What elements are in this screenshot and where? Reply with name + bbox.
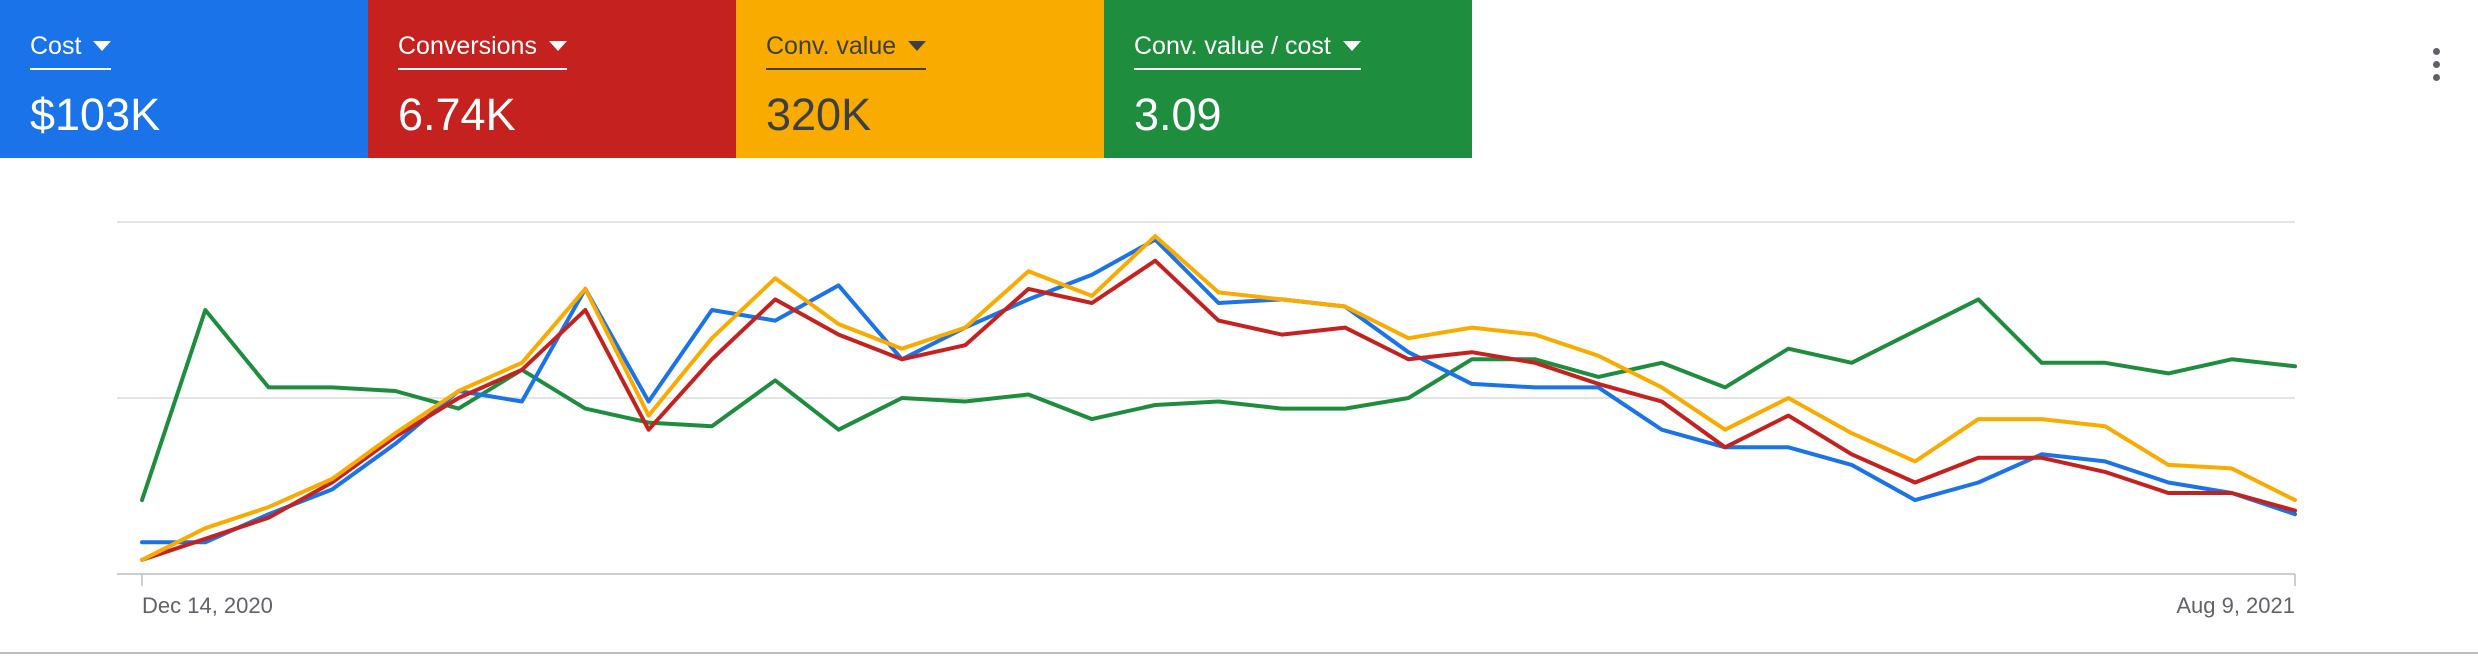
series-line-0 — [142, 240, 2295, 543]
series-line-1 — [142, 261, 2295, 560]
x-tick-label-end: Aug 9, 2021 — [2176, 593, 2295, 618]
x-tick-label-start: Dec 14, 2020 — [142, 593, 273, 618]
chart-gridlines — [117, 222, 2295, 574]
x-axis-ticks: Dec 14, 2020 Aug 9, 2021 — [142, 574, 2295, 618]
series-line-3 — [142, 299, 2295, 500]
divider — [0, 652, 2478, 654]
